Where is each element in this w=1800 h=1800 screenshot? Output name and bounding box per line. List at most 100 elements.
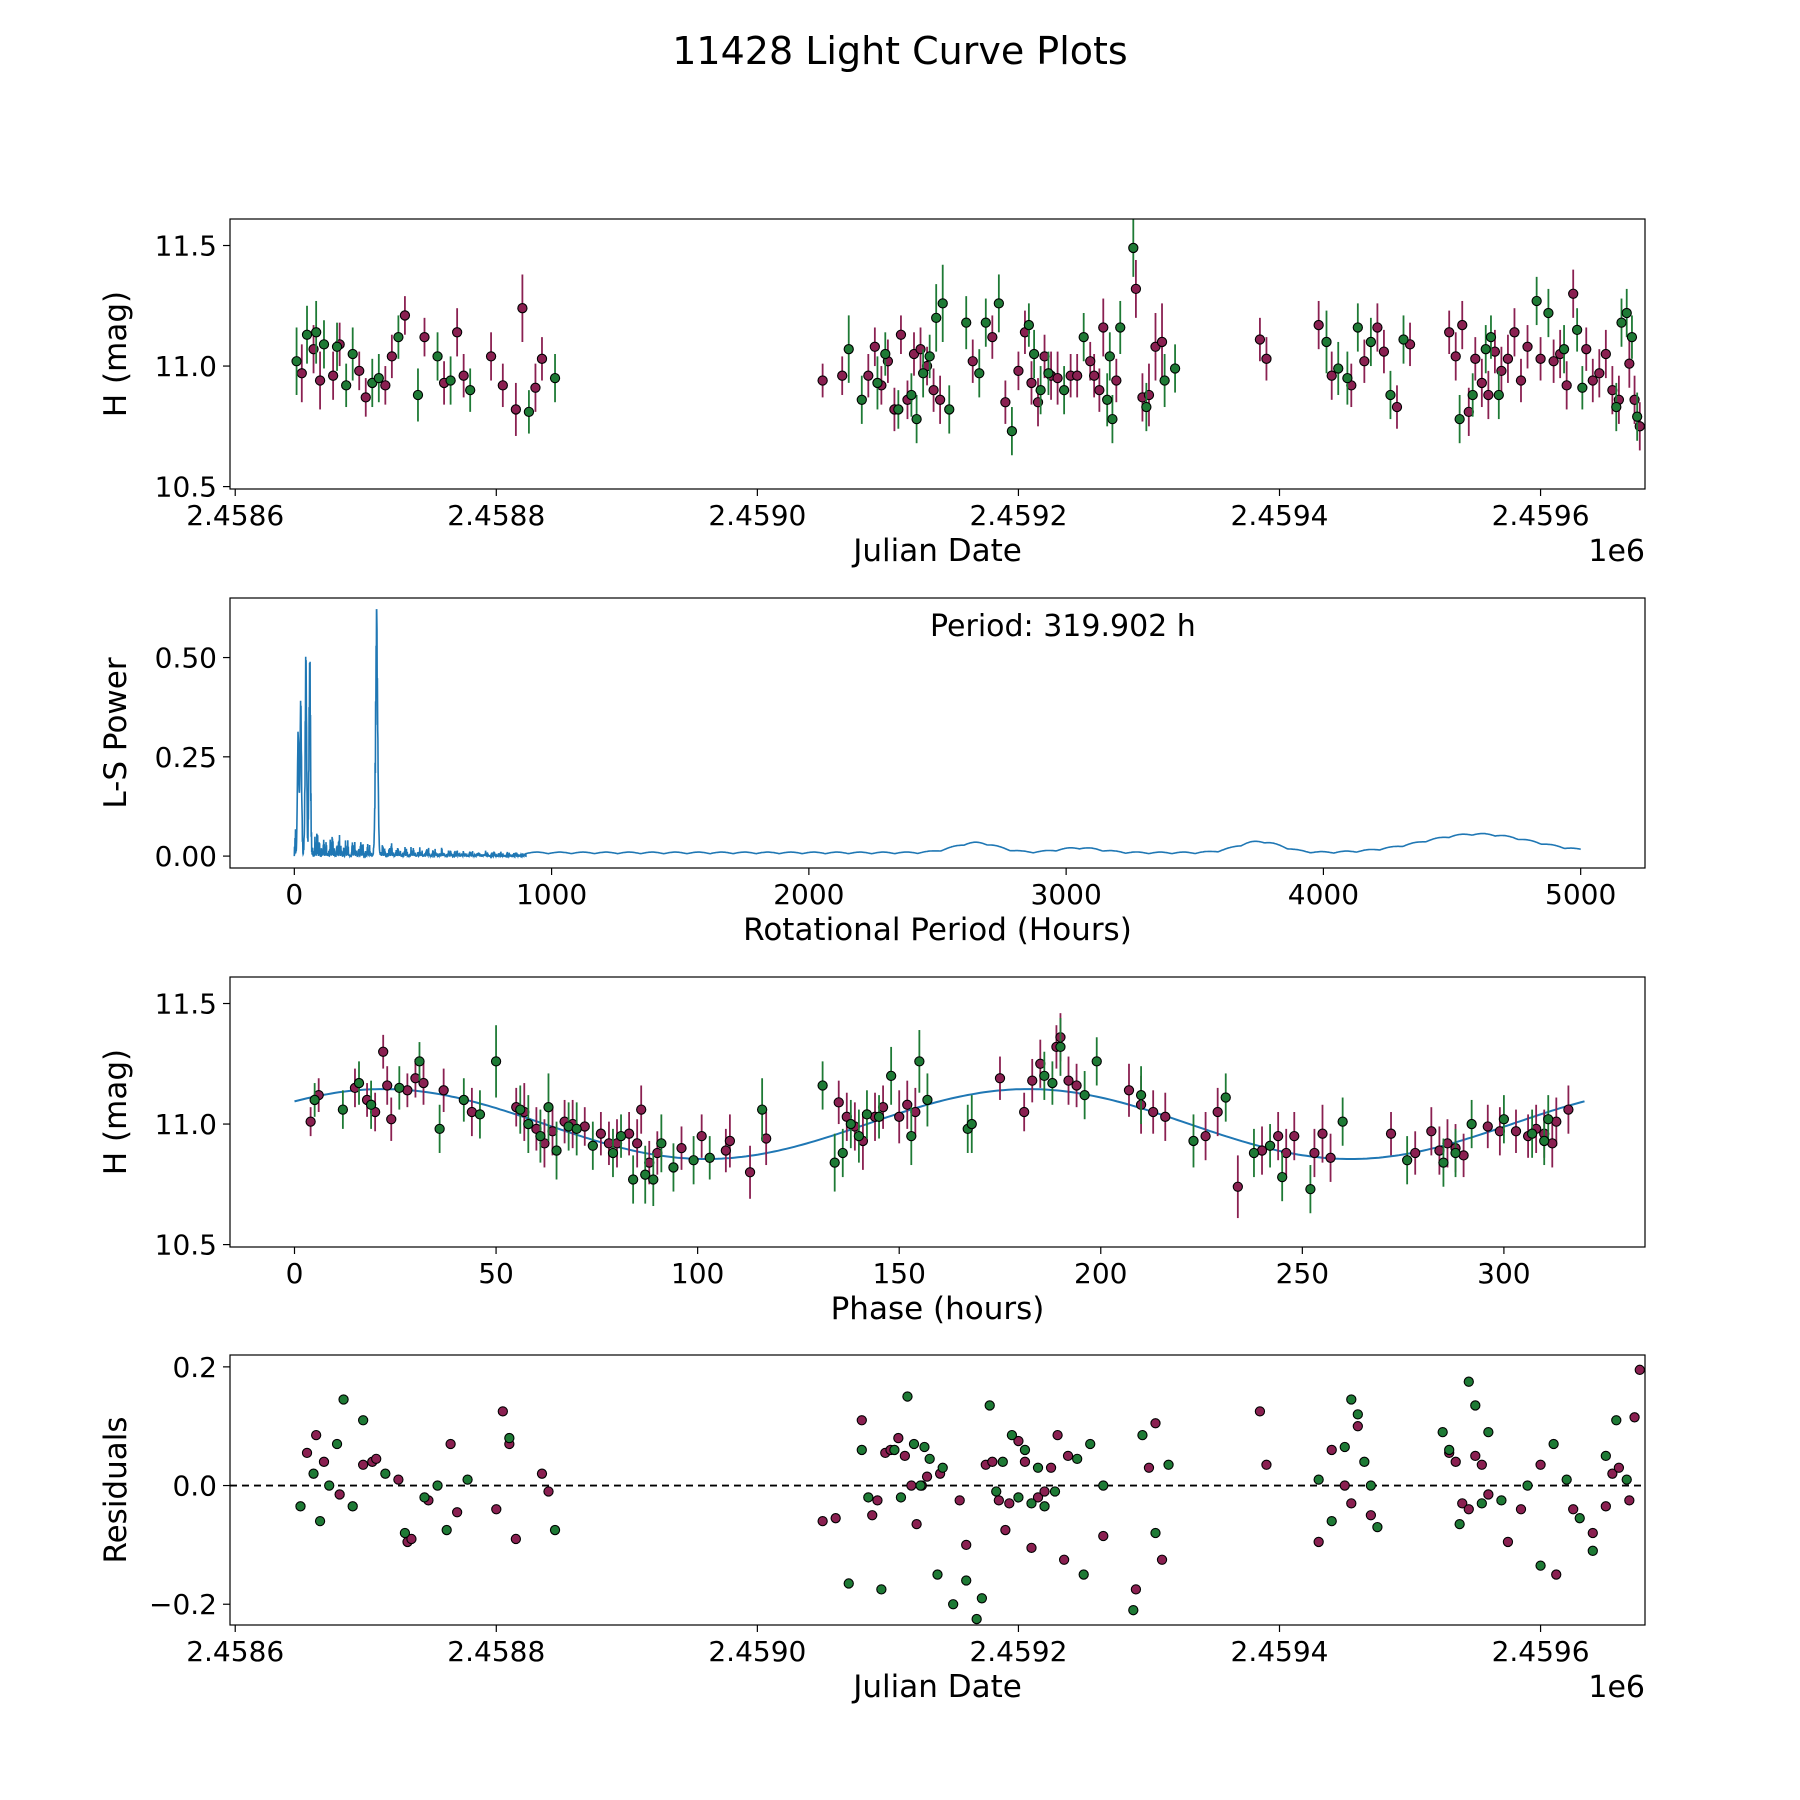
data-point (1313, 1536, 1324, 1548)
data-point (1026, 1498, 1037, 1509)
data-point (872, 1495, 883, 1506)
data-point (1277, 1171, 1288, 1183)
plot-frame (229, 597, 1646, 869)
data-point (311, 1429, 322, 1441)
data-point (894, 1111, 905, 1122)
data-point (984, 1400, 995, 1411)
data-point (974, 368, 985, 379)
data-point (536, 1468, 548, 1479)
y-axis-label: L-S Power (98, 657, 134, 808)
data-point (1607, 1468, 1618, 1479)
data-point (885, 1070, 897, 1081)
data-point (863, 1492, 874, 1503)
data-point (418, 1077, 429, 1089)
data-point (571, 1123, 582, 1135)
data-point (1019, 1444, 1031, 1456)
data-point (1563, 1104, 1574, 1115)
y-axis-label: H (mag) (98, 291, 134, 417)
data-point (365, 1099, 377, 1110)
data-point (371, 1453, 382, 1464)
data-point (843, 1578, 854, 1589)
data-point (378, 1046, 389, 1057)
data-point (549, 372, 561, 384)
period-annotation: Period: 319.902 h (930, 609, 1196, 644)
data-point (1346, 1394, 1357, 1405)
data-point (961, 1539, 972, 1551)
data-point (1232, 1181, 1243, 1192)
data-point (1088, 370, 1100, 381)
data-point (515, 1104, 526, 1115)
data-point (432, 1480, 443, 1491)
data-point (1032, 1462, 1044, 1473)
data-point (331, 1438, 343, 1450)
data-point (1611, 1415, 1622, 1426)
data-point (1326, 370, 1337, 381)
data-point (1444, 327, 1455, 338)
data-point (1313, 319, 1324, 331)
data-point (1493, 389, 1504, 401)
x-tick-label: 300 (1477, 1257, 1530, 1290)
data-point (830, 1513, 841, 1524)
data-point (1372, 322, 1383, 333)
data-point (1548, 1438, 1559, 1450)
data-point (530, 382, 541, 393)
data-point (1045, 1462, 1057, 1473)
data-point (1052, 372, 1063, 384)
data-point (1510, 1126, 1522, 1137)
data-point (337, 1104, 349, 1115)
data-point (510, 404, 522, 415)
data-point (993, 298, 1005, 309)
data-point (919, 1441, 930, 1453)
data-point (1483, 1489, 1494, 1500)
data-point (1326, 1516, 1337, 1527)
data-point (1072, 1453, 1083, 1464)
data-point (465, 385, 476, 396)
data-point (1496, 1495, 1507, 1506)
data-point (1148, 1106, 1159, 1118)
x-tick-label: 2.4588 (447, 499, 545, 532)
data-point (311, 327, 322, 338)
data-point (318, 1456, 330, 1467)
data-point (347, 348, 358, 360)
data-point (1333, 363, 1344, 374)
data-point (543, 1486, 554, 1497)
data-point (1509, 327, 1520, 338)
data-point (1594, 368, 1605, 379)
data-point (1102, 394, 1113, 405)
data-point (845, 1118, 856, 1130)
data-point (1480, 344, 1491, 355)
data-point (1539, 1135, 1550, 1147)
data-point (1063, 1075, 1074, 1086)
data-point (1128, 1605, 1139, 1616)
data-point (386, 351, 398, 362)
data-point (1141, 401, 1152, 413)
data-point (1339, 1480, 1350, 1491)
x-tick-label: 2.4592 (969, 499, 1067, 532)
data-point (1587, 1545, 1598, 1556)
data-point (931, 312, 942, 323)
data-point (1372, 1521, 1383, 1533)
data-point (932, 1569, 943, 1580)
plot-area (293, 609, 1581, 860)
data-point (1457, 1498, 1468, 1509)
data-point (373, 372, 384, 384)
data-point (485, 351, 497, 362)
data-point (1402, 1155, 1413, 1166)
data-point (324, 1480, 335, 1491)
data-point (914, 1056, 925, 1067)
x-tick-label: 2000 (773, 878, 844, 911)
data-point (1058, 385, 1070, 396)
data-point (1365, 1480, 1377, 1491)
data-point (1261, 353, 1272, 364)
data-point (1137, 1429, 1148, 1441)
data-point (438, 1085, 449, 1096)
data-point (906, 1130, 917, 1142)
data-point (357, 1415, 369, 1426)
data-point (1391, 401, 1403, 413)
data-point (308, 1468, 319, 1479)
data-point (872, 377, 883, 389)
data-point (1019, 1456, 1031, 1467)
data-point (1013, 1435, 1024, 1447)
